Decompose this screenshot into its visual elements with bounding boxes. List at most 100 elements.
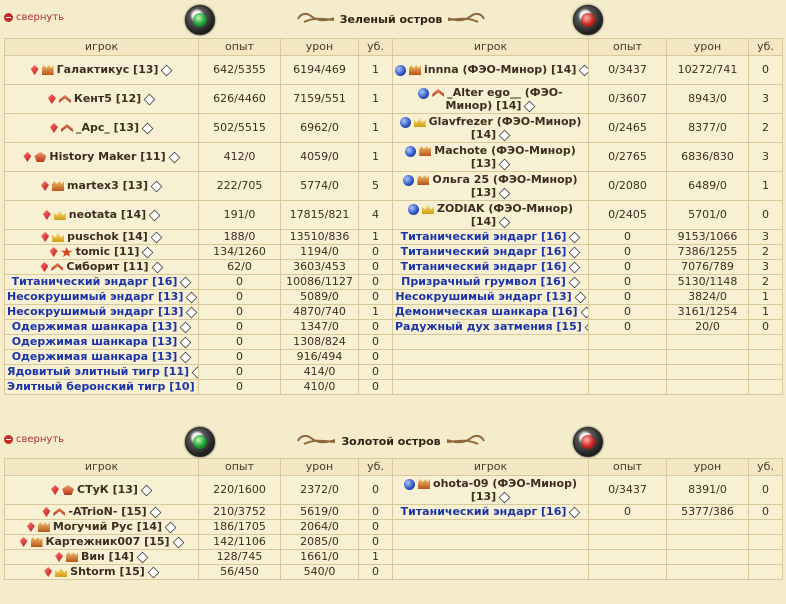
player-info-icon[interactable]	[498, 158, 511, 170]
collapse-button[interactable]: свернуть	[4, 434, 64, 445]
player-info-icon[interactable]	[584, 321, 588, 333]
player-info-icon[interactable]	[147, 566, 160, 578]
player-name[interactable]: ohota-09 (ФЭО-Минор) [13]	[433, 477, 577, 503]
player-info-icon[interactable]	[179, 351, 192, 363]
kills-cell: 0	[748, 200, 783, 230]
player-name[interactable]: tomic [11]	[75, 245, 140, 258]
alignment-gem-icon	[49, 123, 58, 133]
player-name[interactable]: Радужный дух затмения [15]	[395, 320, 582, 333]
player-info-icon[interactable]	[524, 100, 536, 112]
player-name[interactable]: ZODIAK (ФЭО-Минор) [14]	[436, 202, 574, 228]
empty-cell	[588, 334, 667, 350]
player-info-icon[interactable]	[186, 306, 198, 318]
player-info-icon[interactable]	[569, 261, 581, 273]
empty-cell	[392, 334, 589, 350]
player-info-icon[interactable]	[142, 246, 154, 258]
player-info-icon[interactable]	[568, 276, 581, 288]
rank-chev-icon	[432, 89, 445, 97]
player-name[interactable]: _Alter ego__ (ФЭО-Минор) [14]	[445, 86, 563, 112]
kills-cell: 0	[358, 274, 393, 290]
player-info-icon[interactable]	[569, 506, 581, 518]
player-name[interactable]: Сиборит [11]	[66, 260, 149, 273]
player-name[interactable]: Одержимая шанкара [13]	[11, 350, 178, 363]
player-info-icon[interactable]	[172, 536, 184, 548]
player-name[interactable]: Титанический эндарг [16]	[400, 230, 567, 243]
player-name[interactable]: Несокрушимый эндарг [13]	[395, 290, 572, 303]
player-name[interactable]: puschok [14]	[67, 230, 148, 243]
player-info-icon[interactable]	[574, 291, 587, 303]
player-info-icon[interactable]	[136, 551, 149, 563]
player-info-icon[interactable]	[143, 93, 156, 105]
damage-cell: 10086/1127	[280, 274, 359, 290]
player-name[interactable]: Glavfrezer (ФЭО-Минор) [14]	[428, 115, 582, 141]
alignment-gem-icon	[26, 522, 35, 532]
player-name[interactable]: Титанический эндарг [16]	[400, 260, 567, 273]
player-name[interactable]: Вин [14]	[81, 550, 134, 563]
player-info-icon[interactable]	[140, 484, 153, 496]
kills-cell: 0	[358, 259, 393, 275]
player-name[interactable]: Machote (ФЭО-Минор) [13]	[434, 144, 576, 170]
empty-cell	[748, 564, 783, 580]
player-cell: _Alter ego__ (ФЭО-Минор) [14]	[392, 84, 589, 114]
player-info-icon[interactable]	[579, 64, 588, 76]
player-info-icon[interactable]	[150, 180, 163, 192]
player-info-icon[interactable]	[151, 261, 163, 273]
player-info-icon[interactable]	[164, 521, 177, 533]
player-name[interactable]: Картежник007 [15]	[45, 535, 170, 548]
empty-cell	[748, 349, 783, 365]
player-name[interactable]: Титанический эндарг [16]	[400, 505, 567, 518]
player-name[interactable]: Могучий Рус [14]	[52, 520, 163, 533]
player-name[interactable]: _Арс_ [13]	[75, 121, 140, 134]
player-name[interactable]: -ATrioN- [15]	[68, 505, 147, 518]
player-name[interactable]: Одержимая шанкара [13]	[11, 335, 178, 348]
player-name[interactable]: Shtorm [15]	[70, 565, 145, 578]
player-info-icon[interactable]	[191, 366, 198, 378]
player-info-icon[interactable]	[498, 216, 511, 228]
player-name[interactable]: History Maker [11]	[49, 150, 166, 163]
player-name[interactable]: Галактикус [13]	[56, 63, 159, 76]
empty-cell	[748, 334, 783, 350]
player-info-icon[interactable]	[569, 231, 581, 243]
table-row: Кент5 [12] 626/4460 7159/551 1	[4, 84, 393, 114]
kills-cell: 0	[748, 504, 783, 520]
player-info-icon[interactable]	[498, 491, 511, 503]
kills-cell: 5	[358, 171, 393, 201]
player-name[interactable]: Ядовитый элитный тигр [11]	[7, 365, 190, 378]
player-name[interactable]: Демоническая шанкара [16]	[395, 305, 578, 318]
column-header-player: игрок	[392, 38, 589, 56]
player-name[interactable]: martex3 [13]	[67, 179, 148, 192]
player-info-icon[interactable]	[498, 129, 511, 141]
player-info-icon[interactable]	[569, 246, 581, 258]
player-name[interactable]: Несокрушимый эндарг [13]	[7, 290, 184, 303]
player-name[interactable]: Элитный беронский тигр [10]	[7, 380, 195, 393]
player-info-icon[interactable]	[580, 306, 588, 318]
damage-cell: 5130/1148	[666, 274, 749, 290]
player-info-icon[interactable]	[498, 187, 511, 199]
player-info-icon[interactable]	[179, 336, 192, 348]
player-name[interactable]: СТуК [13]	[77, 483, 138, 496]
collapse-button[interactable]: свернуть	[4, 12, 64, 23]
player-info-icon[interactable]	[148, 209, 161, 221]
player-name[interactable]: Титанический эндарг [16]	[400, 245, 567, 258]
team-orb-icon	[405, 145, 417, 157]
player-name[interactable]: Одержимая шанкара [13]	[11, 320, 178, 333]
empty-cell	[748, 379, 783, 395]
player-info-icon[interactable]	[180, 276, 192, 288]
player-info-icon[interactable]	[179, 321, 192, 333]
player-name[interactable]: Призрачный грумвол [16]	[401, 275, 566, 288]
player-info-icon[interactable]	[149, 506, 161, 518]
empty-cell	[588, 549, 667, 565]
player-name[interactable]: Титанический эндарг [16]	[11, 275, 178, 288]
player-info-icon[interactable]	[150, 231, 163, 243]
player-info-icon[interactable]	[141, 122, 154, 134]
player-name[interactable]: neotata [14]	[68, 208, 147, 221]
player-name[interactable]: Кент5 [12]	[73, 92, 142, 105]
player-info-icon[interactable]	[161, 64, 173, 76]
player-name[interactable]: innna (ФЭО-Минор) [14]	[424, 63, 577, 76]
player-name[interactable]: Ольга 25 (ФЭО-Минор) [13]	[432, 173, 578, 199]
player-info-icon[interactable]	[168, 151, 180, 163]
player-info-icon[interactable]	[186, 291, 198, 303]
damage-cell: 13510/836	[280, 229, 359, 245]
player-name[interactable]: Несокрушимый эндарг [13]	[7, 305, 184, 318]
player-cell: Сиборит [11]	[4, 259, 199, 275]
